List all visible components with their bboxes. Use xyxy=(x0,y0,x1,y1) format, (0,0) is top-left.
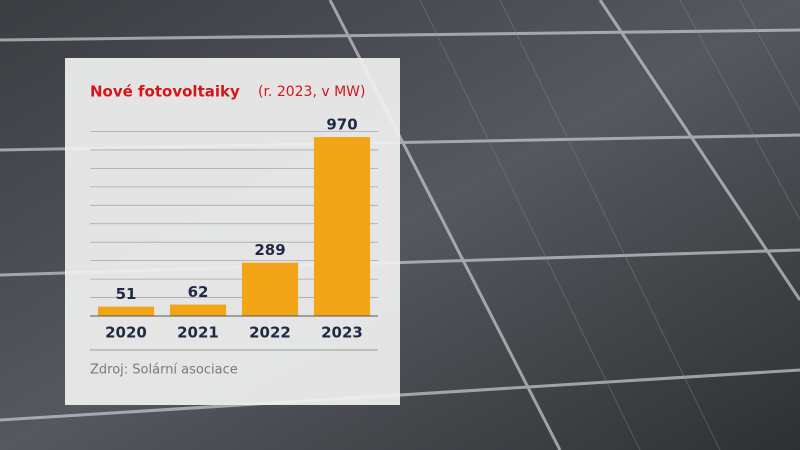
value-label: 289 xyxy=(254,241,285,259)
x-tick-label: 2023 xyxy=(321,324,363,342)
bar xyxy=(241,262,299,316)
x-tick-label: 2022 xyxy=(249,324,291,342)
bar xyxy=(313,137,371,316)
source: Zdroj: Solární asociace xyxy=(90,363,238,378)
bar xyxy=(169,304,227,316)
chart-title: Nové fotovoltaiky xyxy=(90,83,240,101)
x-tick-label: 2021 xyxy=(177,324,219,342)
chart-subtitle: (r. 2023, v MW) xyxy=(258,84,365,100)
x-tick-label: 2020 xyxy=(105,324,147,342)
value-label: 51 xyxy=(116,285,137,303)
value-label: 970 xyxy=(326,116,357,134)
bar xyxy=(97,306,155,316)
cell-lines xyxy=(419,0,800,450)
value-label: 62 xyxy=(188,283,209,301)
